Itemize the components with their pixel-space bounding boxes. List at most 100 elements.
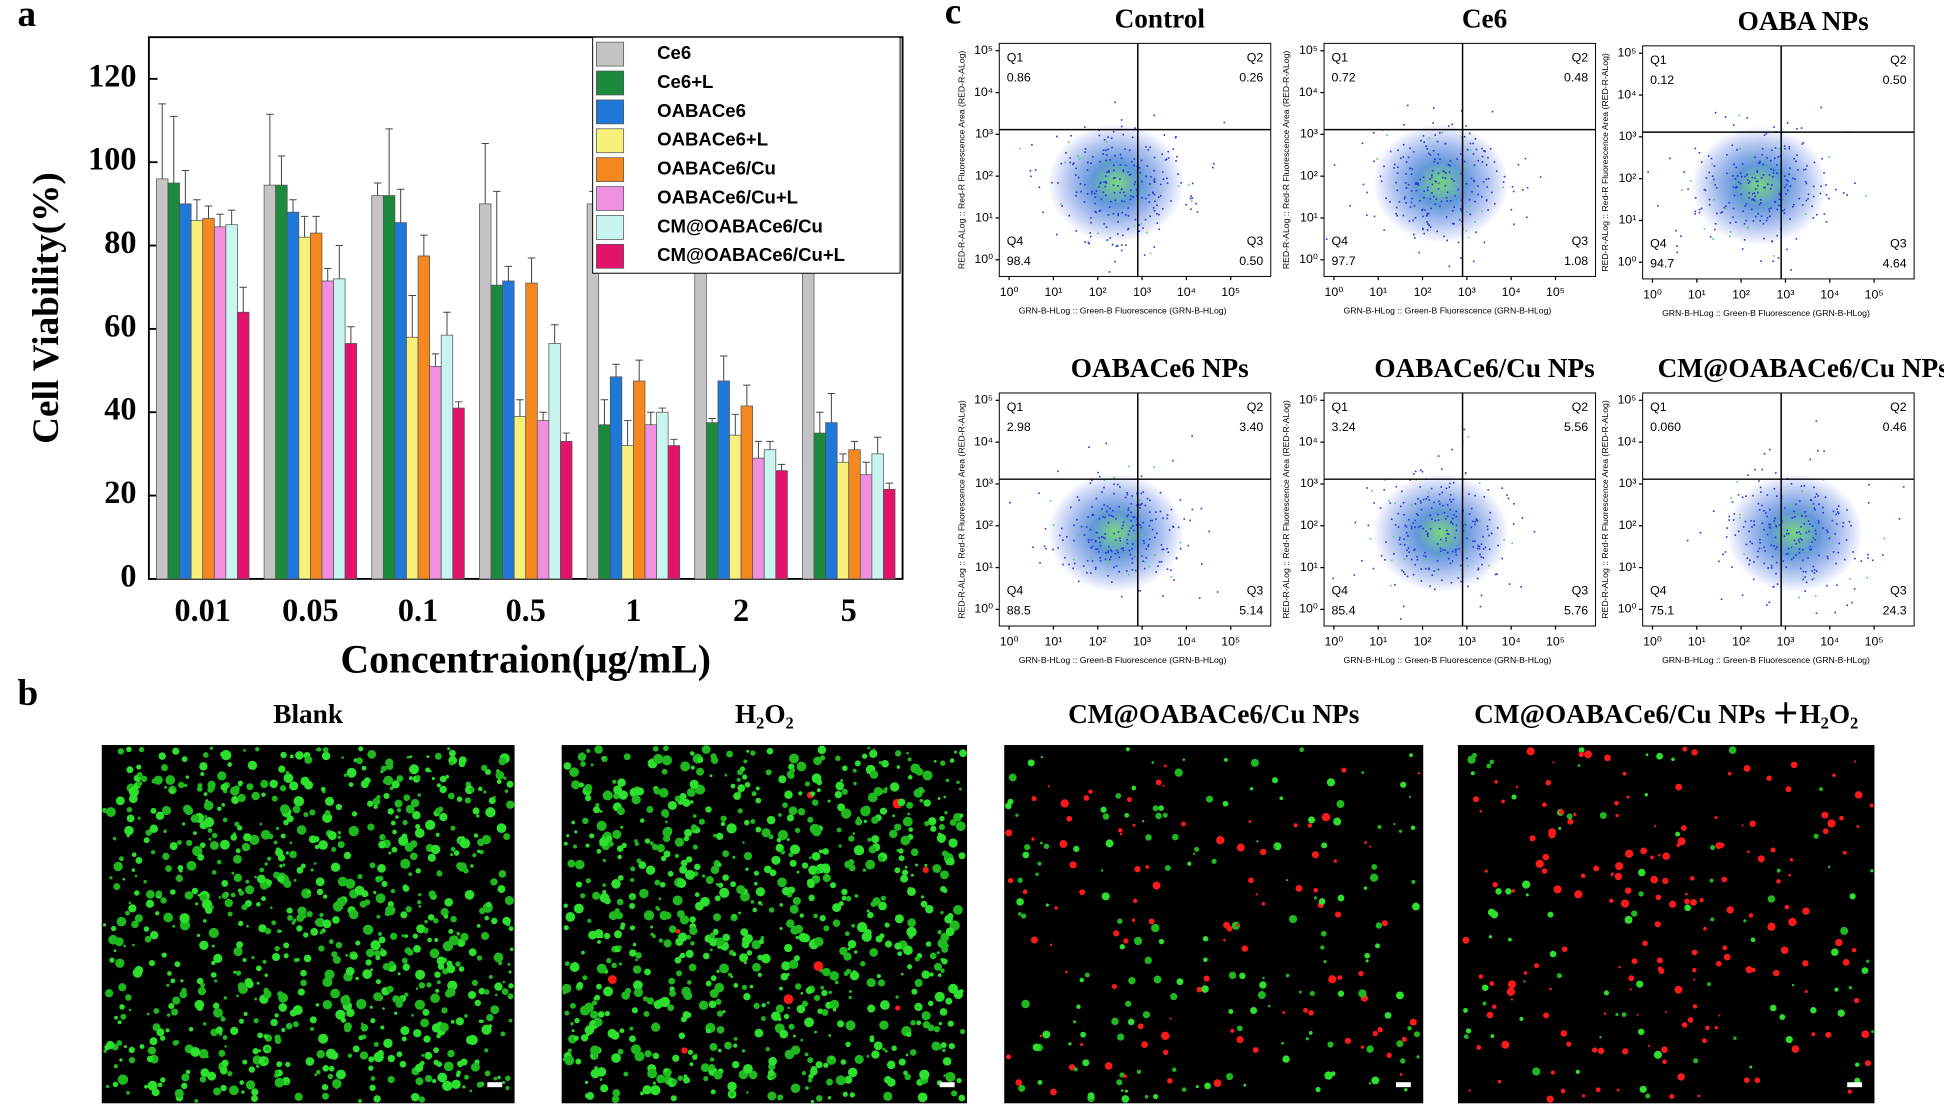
event-dot — [1489, 511, 1492, 514]
cell — [1410, 825, 1416, 830]
event-dot — [1065, 536, 1068, 538]
cell — [1311, 851, 1319, 859]
cell — [171, 1008, 179, 1016]
cell — [359, 1051, 369, 1060]
cell — [1119, 944, 1126, 950]
cell — [385, 905, 396, 916]
y-tick-label: 40 — [104, 391, 136, 427]
cell — [832, 919, 841, 927]
event-dot — [1120, 508, 1122, 511]
event-dot — [1785, 183, 1788, 186]
cell — [801, 862, 809, 869]
cell — [714, 895, 721, 902]
event-dot — [1089, 528, 1092, 531]
event-dot — [1455, 548, 1458, 551]
bar — [417, 255, 431, 580]
event-dot — [1533, 530, 1536, 533]
cell — [411, 1013, 414, 1017]
event-dot — [1148, 538, 1151, 541]
event-dot — [1111, 581, 1113, 583]
cell — [1399, 1072, 1403, 1076]
error-bar — [324, 267, 332, 281]
event-dot — [1100, 536, 1103, 538]
event-dot — [1824, 496, 1827, 499]
error-bar — [266, 113, 274, 186]
cell — [193, 831, 197, 835]
cell — [391, 780, 400, 789]
event-dot — [1095, 548, 1097, 551]
event-dot — [1796, 154, 1798, 157]
cell — [883, 1091, 893, 1101]
error-bar — [635, 359, 643, 381]
cell — [937, 973, 942, 977]
cell — [445, 989, 453, 998]
event-dot — [1759, 542, 1761, 544]
event-dot — [1429, 528, 1432, 530]
cell — [844, 931, 850, 937]
cell — [1615, 1012, 1619, 1017]
cell — [752, 907, 758, 913]
event-dot — [1410, 504, 1413, 506]
cell — [806, 878, 814, 886]
event-dot — [1392, 552, 1395, 555]
event-dot — [1778, 147, 1781, 150]
event-dot — [1450, 581, 1453, 584]
cell — [324, 969, 335, 980]
cell — [1662, 852, 1670, 860]
cell — [671, 1078, 678, 1085]
event-dot — [1109, 556, 1112, 558]
cell — [191, 887, 199, 895]
event-dot — [1433, 173, 1435, 175]
cell — [921, 789, 925, 794]
cell — [155, 911, 160, 916]
cell — [807, 1057, 814, 1064]
quadrant-name: Q3 — [1247, 234, 1264, 248]
event-dot — [1131, 525, 1134, 527]
event-dot — [1422, 176, 1425, 178]
cell — [1282, 1011, 1286, 1014]
cell — [169, 842, 178, 851]
cell — [505, 1085, 510, 1091]
event-dot — [1417, 184, 1420, 186]
event-dot — [1139, 498, 1141, 501]
cell — [174, 1040, 180, 1045]
event-dot — [1105, 159, 1107, 162]
cell — [916, 1005, 920, 1009]
event-dot — [1129, 553, 1132, 556]
cell — [1685, 892, 1688, 896]
event-dot — [1428, 137, 1431, 139]
cell — [1248, 820, 1252, 824]
event-dot — [1141, 189, 1144, 192]
cell — [274, 1037, 282, 1044]
event-dot — [1117, 213, 1120, 215]
cell — [1837, 1009, 1845, 1017]
event-dot — [1380, 554, 1383, 557]
cell — [1471, 752, 1478, 758]
event-dot — [1427, 532, 1429, 535]
cell — [1022, 889, 1028, 895]
cell — [599, 1078, 603, 1081]
event-dot — [1728, 201, 1731, 204]
cell — [237, 793, 246, 803]
event-dot — [1406, 549, 1408, 552]
cell — [1027, 759, 1035, 767]
event-dot — [1745, 495, 1747, 497]
event-dot — [1446, 191, 1449, 194]
event-dot — [1059, 534, 1061, 537]
event-dot — [1451, 209, 1454, 212]
event-dot — [1466, 148, 1469, 151]
cell — [1155, 812, 1162, 820]
scale-bar — [487, 1082, 503, 1088]
bar — [382, 195, 396, 580]
cell — [1308, 816, 1316, 824]
cell — [239, 1080, 245, 1085]
cell — [1377, 1026, 1383, 1033]
event-dot — [1131, 557, 1134, 560]
event-dot — [1736, 186, 1739, 188]
cell — [1629, 988, 1632, 991]
cell — [724, 1041, 732, 1050]
event-dot — [1774, 536, 1777, 539]
cell — [788, 959, 799, 970]
cell — [718, 1048, 722, 1053]
event-dot — [1814, 537, 1816, 539]
